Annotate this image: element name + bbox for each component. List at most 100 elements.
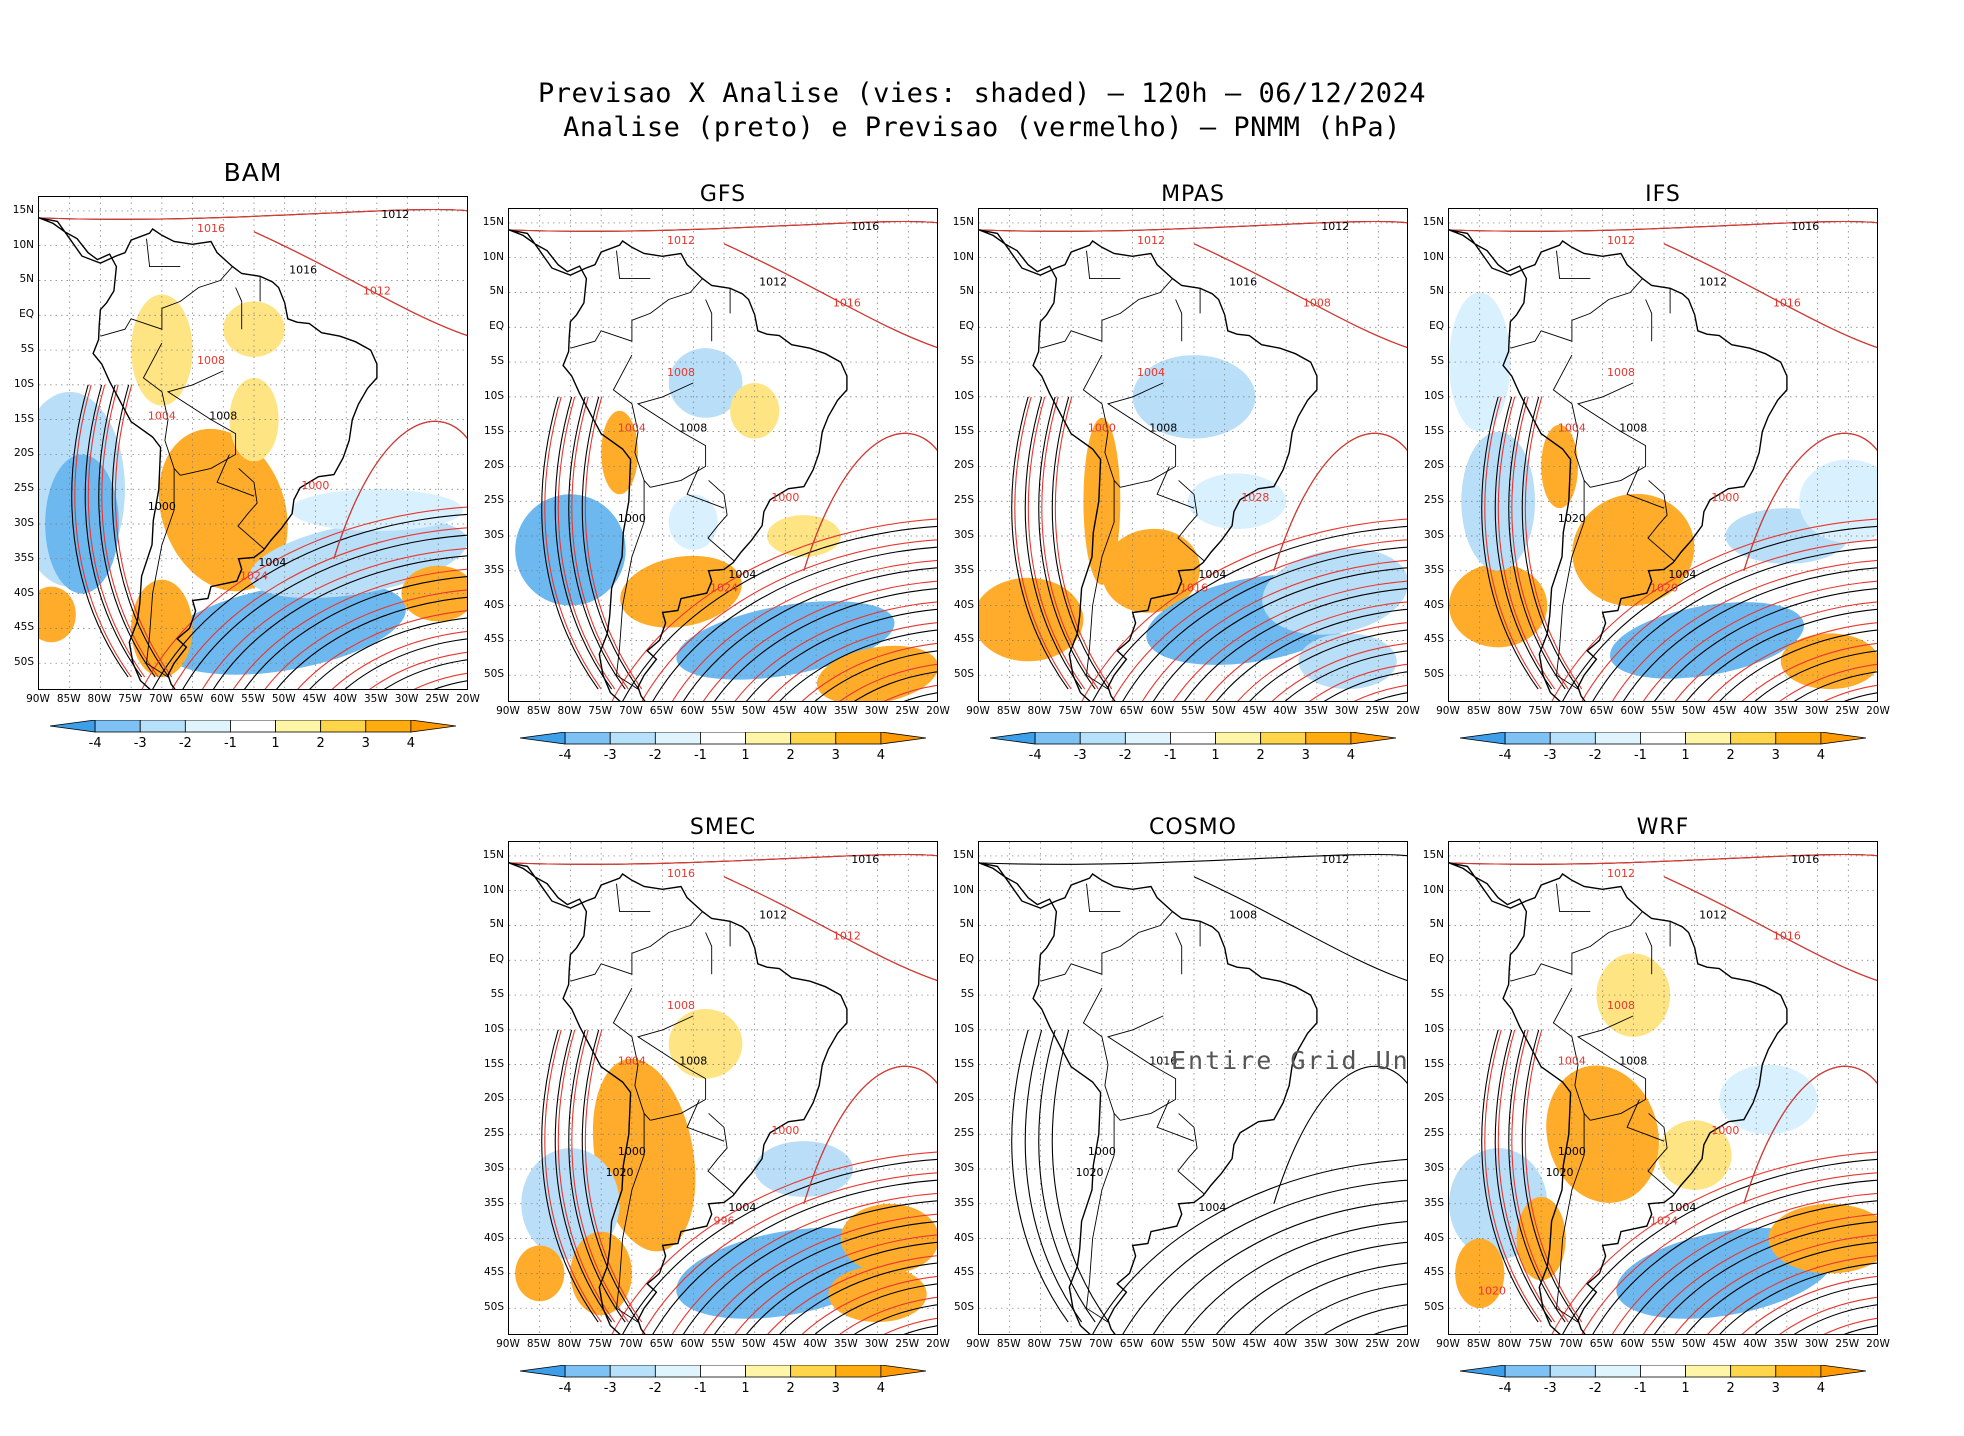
lat-tick-label: 10S (1423, 389, 1444, 402)
bias-area (163, 582, 406, 675)
bias-area (1768, 1203, 1877, 1274)
bias-area (401, 565, 467, 622)
colorbar-segment (880, 1365, 926, 1378)
panel-title: COSMO (1149, 815, 1237, 840)
colorbar-label: -3 (1543, 1381, 1557, 1396)
lon-tick-label: 50W (1681, 1338, 1706, 1350)
contour-label: 1008 (1619, 422, 1647, 435)
lon-tick-label: 60W (1150, 705, 1175, 717)
figure-title-line1: Previsao X Analise (vies: shaded) — 120h… (537, 78, 1427, 109)
coastline (39, 217, 378, 689)
country-borders (570, 250, 735, 690)
lat-tick-label: 30S (483, 1162, 504, 1174)
lon-tick-label: 60W (680, 1338, 705, 1350)
map-plot: 1016 1012 1008 1004 1000 1012 1016 1008 1004 1000… (509, 209, 937, 701)
map-frame: 1016 1012 1008 1004 1000 1012 1016 1008 1004 1000… (508, 208, 938, 702)
bias-area (158, 428, 288, 592)
colorbar-segment (790, 1365, 837, 1378)
lat-tick-label: 15N (952, 848, 974, 861)
panel-title: BAM (223, 158, 283, 187)
lat-tick-label: EQ (959, 953, 974, 966)
lon-tick-label: 80W (87, 693, 112, 705)
lat-tick-label: 20S (1423, 459, 1444, 472)
colorbar-segment (835, 732, 882, 745)
lon-tick-label: 75W (1528, 705, 1553, 717)
lon-tick-label: 35W (1773, 705, 1798, 717)
lon-tick-label: 45W (1712, 1338, 1737, 1350)
colorbar-label: 3 (831, 748, 840, 763)
forecast-isobars (979, 220, 1407, 701)
lat-tick-label: 5N (959, 285, 974, 298)
colorbar-segment (1215, 732, 1262, 745)
map-plot: 1016 1012 1008 1004 1000 1020 1012 1016 1008 1004… (1449, 842, 1877, 1334)
colorbar-segment (1640, 1365, 1686, 1378)
colorbar-label: 2 (786, 748, 795, 763)
colorbar: -4 -3 -2 -1 1 2 3 4 (1460, 732, 1866, 766)
contour-label: 1004 (1558, 422, 1586, 435)
country-borders (1040, 883, 1205, 1323)
lon-tick-label: 25W (895, 1338, 920, 1350)
colorbar-label: -1 (693, 1381, 707, 1396)
lon-tick-label: 70W (1558, 1338, 1583, 1350)
lon-tick-label: 70W (1558, 705, 1583, 717)
lon-tick-label: 45W (1242, 1338, 1267, 1350)
colorbar-segment (1504, 1365, 1551, 1378)
coastline (1449, 862, 1788, 1334)
contour-label: 1008 (1607, 999, 1635, 1012)
forecast-isobars (509, 220, 937, 701)
lat-tick-label: EQ (1429, 953, 1444, 966)
lon-tick-label: 60W (210, 693, 235, 705)
lat-tick-label: 5N (959, 918, 974, 931)
coastline (979, 862, 1318, 1334)
lat-tick-label: 15S (1423, 424, 1444, 437)
lat-tick-label: 25S (1423, 494, 1444, 507)
colorbar: -4 -3 -2 -1 1 2 3 4 (520, 1365, 926, 1399)
colorbar-segment (139, 720, 186, 733)
panel-smec: SMEC 1016 1012 1008 1004 1000 1020 1016 1012 1008… (483, 815, 950, 1396)
contour-label: 1012 (833, 929, 861, 942)
colorbar-segment (1170, 732, 1216, 745)
contour-label: 1016 (1180, 582, 1208, 595)
colorbar-segment (1460, 1365, 1506, 1378)
lon-tick-label: 75W (1528, 1338, 1553, 1350)
bias-area (131, 294, 193, 406)
contour-label: 1012 (381, 208, 409, 221)
country-borders (1510, 883, 1675, 1323)
lon-tick-label: 20W (456, 693, 480, 705)
lon-tick-label: 40W (803, 705, 828, 717)
colorbar-segment (1460, 732, 1506, 745)
lon-tick-label: 35W (1303, 705, 1328, 717)
lat-tick-label: 45S (1423, 1266, 1444, 1279)
lat-tick-label: 10S (483, 389, 504, 402)
colorbar-label: -1 (693, 748, 707, 763)
bias-area (1262, 548, 1407, 635)
colorbar-segment (320, 720, 367, 733)
lon-tick-label: 90W (966, 1338, 990, 1350)
lon-tick-label: 65W (1589, 705, 1614, 717)
lat-tick-label: 15S (483, 1057, 504, 1070)
contour-label: 1004 (728, 568, 756, 581)
contour-label: 1000 (1711, 491, 1739, 504)
lon-tick-label: 25W (1365, 705, 1390, 717)
colorbar-segment (564, 1365, 611, 1378)
contour-label: 1020 (1478, 1284, 1506, 1297)
contour-label: 1008 (679, 1055, 707, 1068)
bias-area (1449, 563, 1548, 648)
lat-tick-label: 5N (1429, 285, 1444, 298)
bias-area (1610, 602, 1804, 679)
colorbar-segment (50, 720, 96, 733)
colorbar-segment (745, 732, 792, 745)
lon-tick-label: 25W (1365, 1338, 1390, 1350)
bias-area (668, 1008, 743, 1079)
coastline (1449, 229, 1788, 701)
contour-label: 1020 (1076, 1166, 1104, 1179)
lat-tick-label: 35S (13, 551, 34, 564)
lon-tick-label: 50W (1211, 1338, 1236, 1350)
colorbar-label: 3 (361, 736, 370, 751)
colorbar-segment (990, 732, 1036, 745)
lon-tick-label: 50W (1681, 705, 1706, 717)
panel-wrf: WRF 1016 1012 1008 1004 1000 1020 1012 1016 1008 1… (1423, 815, 1890, 1396)
contour-label: 1024 (240, 570, 268, 583)
contour-label: 1020 (606, 1166, 634, 1179)
colorbar-label: -2 (1588, 748, 1602, 763)
